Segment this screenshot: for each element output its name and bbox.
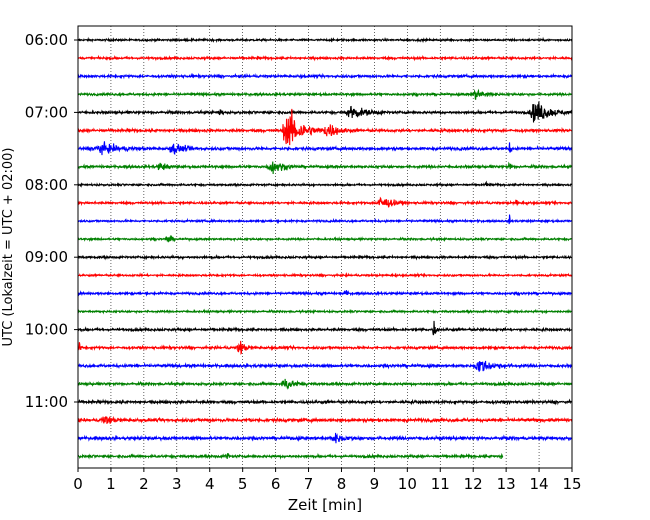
x-tick-label: 9	[370, 475, 380, 493]
x-axis-ticks: 0 1 2 3 4 5 6 7 8 9 10 11 12 13 14 15	[73, 468, 582, 493]
trace-row	[77, 101, 573, 123]
x-tick-label: 11	[431, 475, 450, 493]
x-tick-label: 15	[562, 475, 581, 493]
x-tick-label: 12	[464, 475, 483, 493]
trace-row	[77, 108, 573, 146]
seismic-traces	[77, 36, 573, 460]
x-tick-label: 3	[172, 475, 182, 493]
y-tick-label: 07:00	[25, 103, 68, 121]
y-tick-label: 06:00	[25, 31, 68, 49]
trace-row	[77, 290, 573, 297]
plot-background	[78, 26, 572, 468]
trace-row	[77, 161, 573, 175]
trace-row	[77, 452, 504, 460]
x-tick-label: 8	[337, 475, 347, 493]
trace-row	[77, 398, 573, 406]
x-tick-label: 14	[530, 475, 549, 493]
trace-row	[77, 308, 573, 315]
trace-row	[77, 180, 573, 188]
trace-row	[77, 340, 573, 355]
trace-row	[77, 378, 573, 390]
y-axis-ticks: 06:00 07:00 08:00 09:00 10:00 11:00	[25, 31, 78, 411]
x-axis-label: Zeit [min]	[288, 496, 362, 514]
y-tick-label: 09:00	[25, 248, 68, 266]
trace-row	[77, 36, 573, 44]
trace-row	[77, 272, 573, 279]
y-tick-label: 11:00	[25, 393, 68, 411]
y-axis-label: UTC (Lokalzeit = UTC + 02:00)	[1, 148, 16, 347]
x-tick-label: 0	[73, 475, 83, 493]
x-tick-label: 7	[304, 475, 314, 493]
trace-row	[77, 432, 573, 444]
x-tick-label: 5	[238, 475, 248, 493]
trace-row	[77, 320, 573, 336]
trace-row	[77, 214, 573, 225]
trace-row	[77, 360, 573, 372]
x-tick-label: 10	[398, 475, 417, 493]
trace-row	[77, 141, 573, 156]
x-tick-label: 4	[205, 475, 215, 493]
x-tick-label: 6	[271, 475, 281, 493]
trace-row	[77, 54, 573, 62]
trace-row	[77, 253, 573, 261]
trace-row	[77, 196, 573, 208]
trace-row	[77, 415, 573, 424]
y-tick-label: 10:00	[25, 321, 68, 339]
x-tick-label: 2	[139, 475, 149, 493]
x-tick-label: 13	[497, 475, 516, 493]
trace-row	[77, 88, 573, 100]
y-tick-label: 08:00	[25, 176, 68, 194]
trace-row	[77, 72, 573, 80]
x-tick-label: 1	[106, 475, 116, 493]
trace-row	[77, 235, 573, 243]
plot-frame	[77, 25, 573, 469]
